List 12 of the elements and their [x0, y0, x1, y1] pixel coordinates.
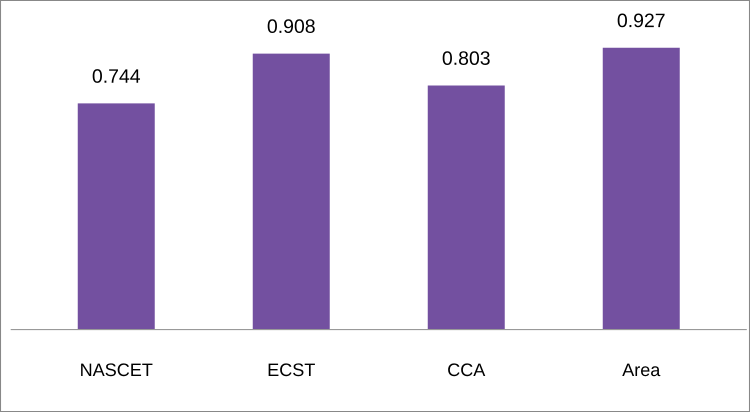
data-label: 0.744 — [92, 69, 140, 83]
bar — [428, 85, 505, 330]
data-label: 0.927 — [618, 14, 665, 28]
x-tick-label: Area — [622, 364, 660, 376]
data-label: 0.803 — [442, 51, 490, 65]
bar — [602, 48, 680, 330]
x-tick-label: ECST — [268, 363, 315, 376]
x-tick-label: CCA — [448, 363, 486, 376]
data-label: 0.908 — [268, 19, 315, 34]
bar — [252, 54, 330, 330]
bar — [78, 103, 155, 330]
x-tick-label: NASCET — [81, 363, 152, 376]
